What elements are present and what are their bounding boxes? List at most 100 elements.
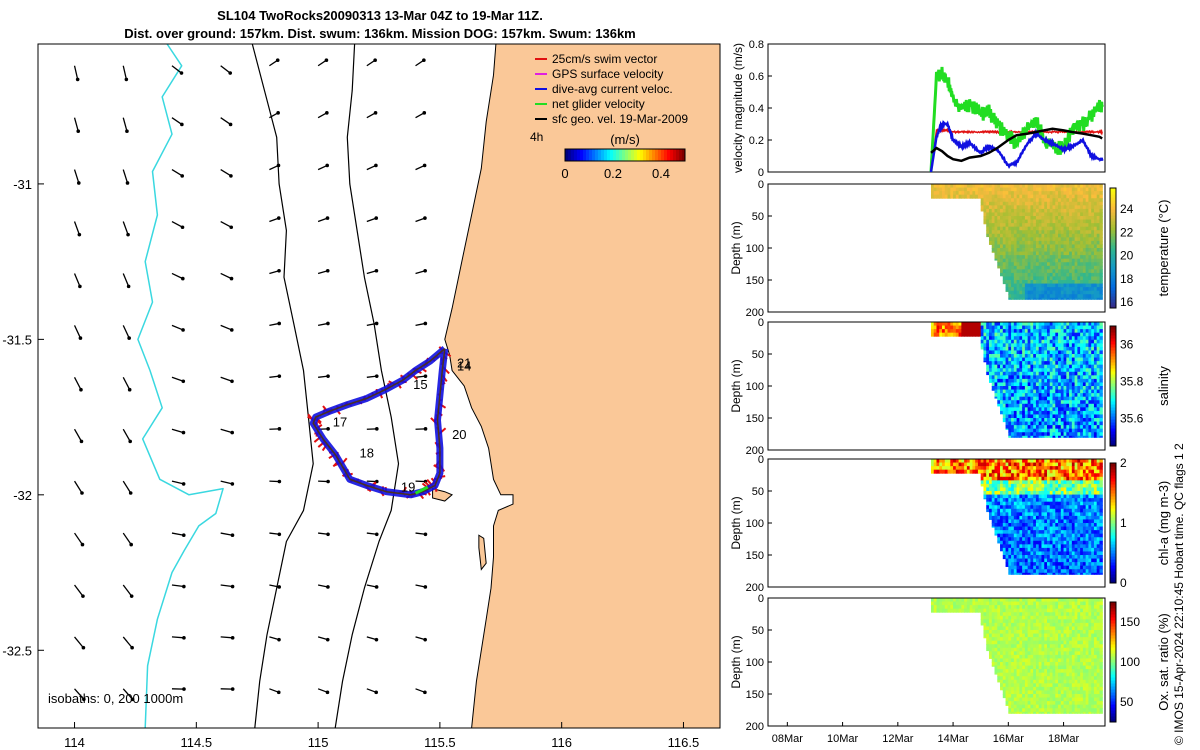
section-cell — [972, 332, 976, 337]
section-cell — [988, 505, 993, 510]
section-cell — [1038, 258, 1043, 263]
section-cell — [1088, 572, 1092, 575]
geo-velocity-arrowhead — [79, 387, 83, 392]
section-cell — [1099, 265, 1103, 270]
section-cell — [1093, 469, 1098, 474]
section-cell — [988, 491, 993, 496]
section-cell — [1046, 480, 1051, 485]
section-cell — [1096, 269, 1101, 274]
section-cell — [1088, 403, 1092, 408]
colorbar-cell — [667, 149, 671, 161]
section-cell — [1008, 346, 1012, 352]
section-cell — [1058, 276, 1062, 281]
section-cell — [997, 233, 1001, 238]
section-cell — [1069, 287, 1073, 292]
section-cell — [966, 187, 971, 192]
section-cell — [1080, 258, 1084, 263]
section-cell — [1093, 346, 1098, 352]
section-cell — [1002, 240, 1007, 246]
geo-velocity-arrow — [122, 376, 131, 391]
section-cell — [1091, 480, 1095, 485]
section-cell — [1005, 491, 1009, 496]
panel-colorbar-tick-label: 22 — [1120, 225, 1134, 239]
section-cell — [1049, 187, 1054, 192]
section-cell — [1049, 272, 1054, 278]
section-cell — [1019, 562, 1023, 567]
section-cell — [1027, 562, 1032, 567]
section-cell — [1055, 526, 1059, 531]
net-velocity-line — [929, 66, 1104, 172]
section-cell — [1005, 283, 1009, 288]
section-cell — [1008, 262, 1012, 267]
section-cell — [1069, 400, 1073, 405]
section-cell — [1011, 219, 1015, 224]
section-cell — [1077, 480, 1081, 485]
section-cell — [980, 329, 985, 334]
section-cell — [944, 466, 949, 471]
section-cell — [1016, 572, 1020, 575]
section-cell — [1055, 255, 1059, 260]
section-cell — [1024, 512, 1029, 517]
panel-colorbar-cell — [1110, 550, 1116, 554]
section-cell — [1011, 255, 1015, 260]
colorbar-cell — [631, 149, 635, 161]
section-cell — [1091, 219, 1095, 224]
section-cell — [1080, 544, 1084, 549]
section-cell — [1074, 530, 1078, 535]
section-cell — [1099, 226, 1103, 231]
section-cell — [958, 332, 962, 337]
section-cell — [1005, 562, 1009, 567]
section-cell — [1046, 432, 1051, 437]
section-cell — [958, 605, 962, 610]
geo-velocity-arrowhead — [125, 181, 130, 185]
section-cell — [1093, 325, 1098, 330]
geo-velocity-arrow — [220, 428, 233, 434]
panel-colorbar-cell — [1110, 293, 1116, 297]
geo-velocity-arrowhead — [230, 482, 235, 486]
section-cell — [930, 598, 935, 603]
section-cell — [1041, 361, 1045, 366]
section-cell — [1096, 386, 1101, 391]
section-cell — [1038, 357, 1043, 362]
section-cell — [1060, 393, 1065, 398]
section-cell — [1022, 487, 1026, 492]
section-cell — [1005, 410, 1009, 416]
panel-colorbar-cell — [1110, 206, 1116, 210]
section-cell — [1038, 459, 1043, 464]
section-cell — [983, 598, 987, 603]
section-cell — [1041, 265, 1045, 270]
section-cell — [1049, 371, 1054, 376]
section-cell — [1080, 396, 1084, 401]
section-cell — [1005, 421, 1009, 426]
section-cell — [1096, 483, 1101, 489]
section-cell — [1013, 466, 1018, 471]
section-cell — [1074, 283, 1078, 288]
section-cell — [1096, 466, 1101, 471]
section-cell — [1052, 339, 1056, 344]
section-cell — [997, 519, 1001, 524]
section-cell — [950, 332, 954, 337]
section-cell — [1088, 375, 1092, 380]
section-cell — [1005, 339, 1009, 344]
section-cell — [1016, 498, 1020, 503]
section-cell — [1016, 287, 1020, 292]
section-cell — [1093, 498, 1098, 503]
section-cell — [939, 184, 943, 189]
section-cell — [1044, 386, 1048, 391]
net-velocity-tail — [414, 485, 429, 495]
section-cell — [986, 459, 990, 464]
colorbar-cell — [616, 149, 620, 161]
section-cell — [1060, 400, 1065, 405]
geo-velocity-arrowhead — [78, 284, 82, 289]
panel-colorbar-cell — [1110, 275, 1116, 279]
section-cell — [1022, 237, 1026, 242]
section-cell — [1005, 389, 1009, 394]
section-cell — [1071, 283, 1076, 288]
section-cell — [1093, 533, 1098, 538]
section-cell — [991, 184, 996, 189]
section-cell — [1030, 280, 1034, 285]
section-cell — [1071, 480, 1076, 485]
section-cell — [997, 339, 1001, 344]
section-cell — [1046, 428, 1051, 433]
section-cell — [977, 332, 982, 337]
